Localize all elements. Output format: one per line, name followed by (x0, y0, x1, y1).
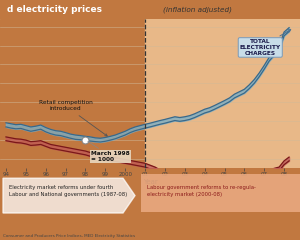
Bar (145, 19, 300, 168)
Text: Labour government reforms to re-regula-
electricity market (2000-08): Labour government reforms to re-regula- … (147, 185, 256, 197)
Text: March 1998
= 1000: March 1998 = 1000 (88, 141, 130, 162)
X-axis label: Year: Year (142, 179, 158, 185)
Text: TOTAL
ELECTRICITY
CHARGES: TOTAL ELECTRICITY CHARGES (240, 30, 291, 56)
Text: (inflation adjusted): (inflation adjusted) (163, 6, 232, 13)
Bar (0, 19, 145, 168)
Text: Electricity market reforms under fourth
Labour and National governments (1987-08: Electricity market reforms under fourth … (9, 185, 127, 197)
Text: Consumer and Producers Price Indices, MED Electricity Statistics: Consumer and Producers Price Indices, ME… (3, 234, 135, 238)
Text: d electricity prices: d electricity prices (7, 5, 102, 14)
Text: Retail competition
introduced: Retail competition introduced (39, 101, 107, 136)
